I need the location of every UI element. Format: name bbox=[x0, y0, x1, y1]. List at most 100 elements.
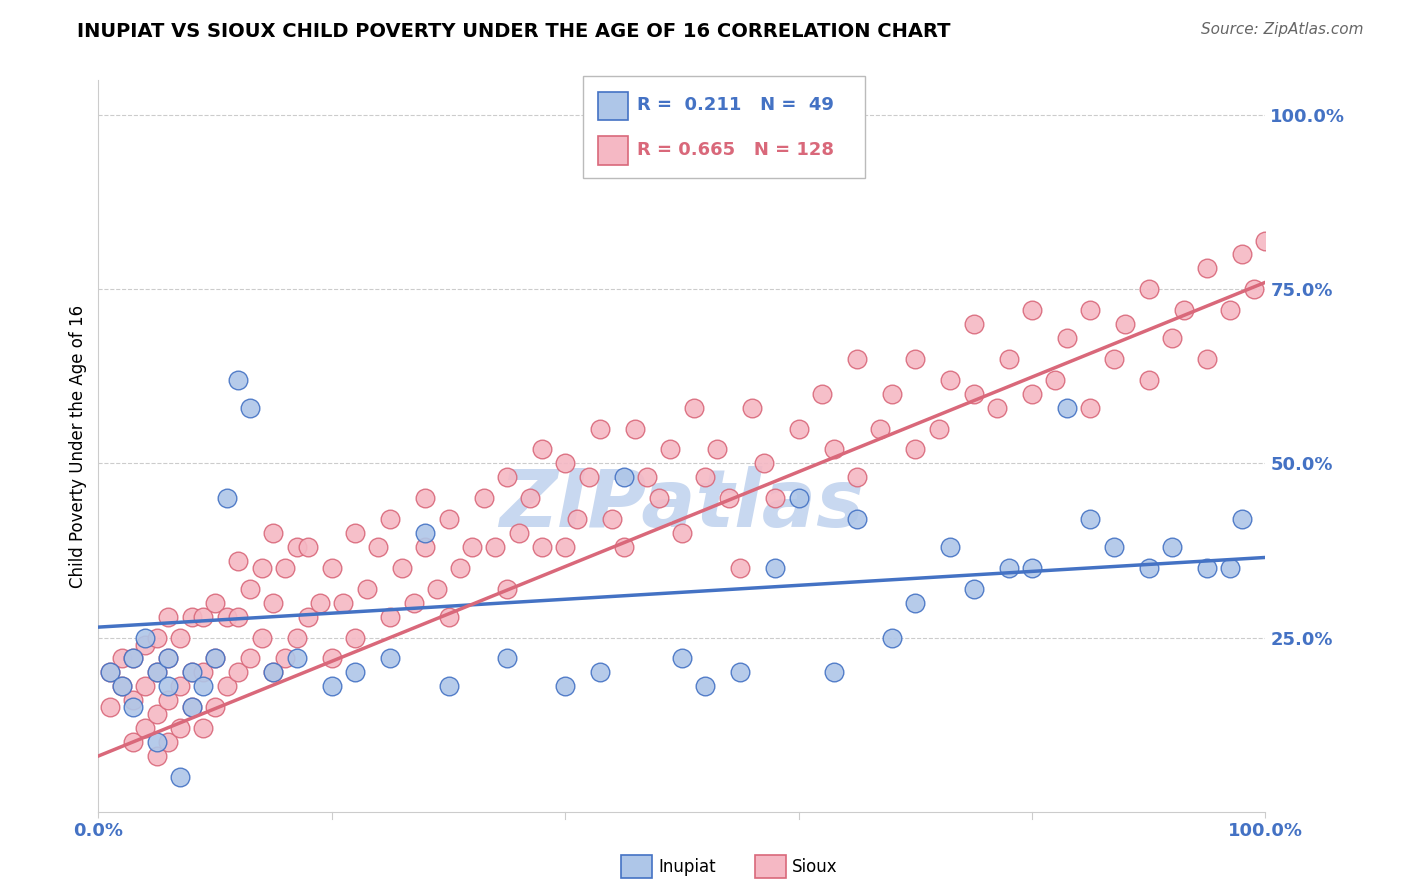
Point bbox=[1195, 561, 1218, 575]
Point bbox=[146, 735, 169, 749]
Text: ZIPatlas: ZIPatlas bbox=[499, 466, 865, 543]
Point bbox=[321, 561, 343, 575]
Point bbox=[380, 651, 402, 665]
Point bbox=[1161, 331, 1184, 345]
Point bbox=[647, 491, 669, 506]
Point bbox=[1080, 303, 1102, 318]
Point bbox=[1254, 234, 1277, 248]
Point bbox=[204, 651, 226, 665]
Point bbox=[344, 665, 367, 680]
Point bbox=[636, 470, 658, 484]
Point bbox=[157, 609, 180, 624]
Point bbox=[695, 470, 717, 484]
Point bbox=[262, 665, 284, 680]
Point bbox=[741, 401, 763, 415]
Point bbox=[1195, 261, 1218, 276]
Point bbox=[134, 679, 156, 693]
Point bbox=[554, 540, 576, 554]
Point bbox=[695, 679, 717, 693]
Point bbox=[1114, 317, 1136, 331]
Text: R =  0.211   N =  49: R = 0.211 N = 49 bbox=[637, 96, 834, 114]
Point bbox=[146, 631, 169, 645]
Point bbox=[846, 351, 869, 366]
Text: Sioux: Sioux bbox=[792, 858, 837, 876]
Point bbox=[1230, 512, 1253, 526]
Point bbox=[426, 582, 449, 596]
Point bbox=[134, 721, 156, 735]
Point bbox=[1102, 351, 1125, 366]
Point bbox=[297, 540, 319, 554]
Point bbox=[659, 442, 682, 457]
Point bbox=[262, 665, 284, 680]
Point bbox=[752, 457, 775, 471]
Point bbox=[880, 631, 903, 645]
Point bbox=[134, 638, 156, 652]
Point bbox=[1021, 386, 1043, 401]
Point bbox=[111, 679, 134, 693]
Point bbox=[554, 679, 576, 693]
Point bbox=[332, 596, 354, 610]
Point bbox=[508, 526, 530, 541]
Point bbox=[146, 665, 169, 680]
Point bbox=[1161, 540, 1184, 554]
Point bbox=[589, 421, 612, 435]
Point bbox=[367, 540, 389, 554]
Point bbox=[519, 491, 541, 506]
Point bbox=[321, 651, 343, 665]
Point bbox=[250, 631, 273, 645]
Y-axis label: Child Poverty Under the Age of 16: Child Poverty Under the Age of 16 bbox=[69, 304, 87, 588]
Point bbox=[437, 609, 460, 624]
Point bbox=[530, 540, 553, 554]
Point bbox=[1173, 303, 1195, 318]
Point bbox=[413, 540, 436, 554]
Text: Inupiat: Inupiat bbox=[658, 858, 716, 876]
Point bbox=[554, 457, 576, 471]
Point bbox=[1056, 331, 1078, 345]
Point bbox=[274, 561, 297, 575]
Point bbox=[1080, 512, 1102, 526]
Point bbox=[578, 470, 600, 484]
Point bbox=[228, 373, 250, 387]
Point bbox=[496, 470, 519, 484]
Point bbox=[344, 526, 367, 541]
Point bbox=[1243, 282, 1265, 296]
Point bbox=[285, 631, 308, 645]
Point bbox=[180, 700, 202, 714]
Point bbox=[98, 665, 121, 680]
Point bbox=[157, 651, 180, 665]
Point bbox=[1219, 561, 1241, 575]
Point bbox=[239, 582, 262, 596]
Point bbox=[122, 651, 145, 665]
Point bbox=[613, 470, 636, 484]
Point bbox=[1021, 303, 1043, 318]
Point bbox=[530, 442, 553, 457]
Point bbox=[239, 651, 262, 665]
Point bbox=[1102, 540, 1125, 554]
Point bbox=[997, 351, 1019, 366]
Point bbox=[344, 631, 367, 645]
Point bbox=[169, 631, 191, 645]
Point bbox=[169, 679, 191, 693]
Point bbox=[1137, 282, 1160, 296]
Point bbox=[157, 693, 180, 707]
Point bbox=[811, 386, 834, 401]
Point bbox=[496, 582, 519, 596]
Point bbox=[285, 540, 308, 554]
Point bbox=[169, 721, 191, 735]
Point bbox=[1219, 303, 1241, 318]
Point bbox=[600, 512, 623, 526]
Point bbox=[297, 609, 319, 624]
Point bbox=[157, 651, 180, 665]
Point bbox=[1056, 401, 1078, 415]
Point bbox=[730, 561, 752, 575]
Point bbox=[671, 651, 693, 665]
Point bbox=[122, 735, 145, 749]
Point bbox=[262, 526, 284, 541]
Point bbox=[380, 609, 402, 624]
Point bbox=[204, 596, 226, 610]
Point bbox=[215, 491, 238, 506]
Point bbox=[98, 665, 121, 680]
Point bbox=[928, 421, 950, 435]
Point bbox=[706, 442, 728, 457]
Point bbox=[215, 609, 238, 624]
